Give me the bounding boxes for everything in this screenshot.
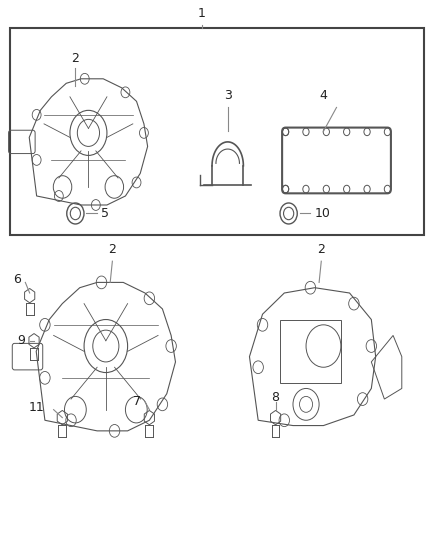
- Text: 4: 4: [319, 89, 327, 102]
- Text: 5: 5: [102, 207, 110, 220]
- Bar: [10, 28, 424, 235]
- Text: 8: 8: [272, 391, 279, 405]
- Text: 7: 7: [133, 395, 141, 408]
- Text: 6: 6: [13, 273, 21, 286]
- Text: 9: 9: [18, 334, 25, 347]
- Text: 2: 2: [318, 243, 325, 256]
- Text: 10: 10: [315, 207, 331, 220]
- Text: 2: 2: [109, 243, 117, 256]
- Text: 11: 11: [29, 400, 45, 414]
- Text: 3: 3: [224, 89, 232, 102]
- Text: 2: 2: [71, 52, 79, 65]
- Bar: [280, 319, 341, 383]
- Text: 1: 1: [198, 7, 205, 20]
